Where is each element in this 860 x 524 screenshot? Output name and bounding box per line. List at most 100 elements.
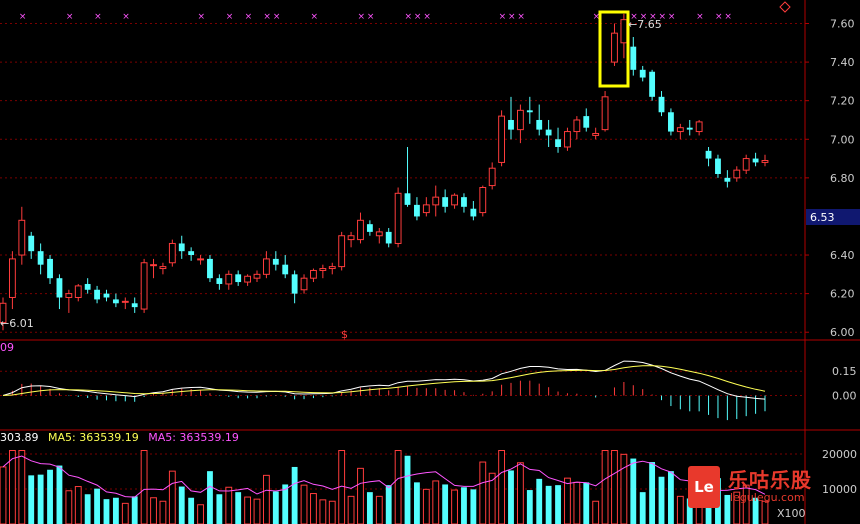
candle-body — [65, 293, 73, 298]
volume-bar — [564, 477, 571, 524]
price-tick-label: 7.20 — [830, 95, 855, 108]
volume-bar — [488, 472, 496, 524]
volume-bar — [555, 485, 561, 524]
candle-body — [84, 283, 91, 290]
candle-body — [573, 119, 581, 133]
candle-body — [639, 69, 646, 78]
candle-body — [168, 242, 176, 264]
candle-body — [357, 219, 364, 241]
candle-body — [310, 269, 317, 279]
volume-bar — [84, 494, 91, 524]
candle-body — [715, 158, 721, 174]
signal-marker: × — [263, 12, 271, 22]
volume-bar — [649, 462, 656, 524]
volume-bar — [658, 476, 665, 524]
volume-bar — [0, 466, 7, 524]
signal-marker: × — [593, 12, 601, 22]
candle-body — [742, 158, 750, 171]
volume-bar — [253, 498, 261, 524]
candle-body — [668, 112, 674, 132]
candle-body — [28, 235, 35, 252]
candle-body — [282, 264, 289, 275]
volume-bar — [216, 494, 223, 524]
volume-bar — [159, 500, 167, 524]
candle-body — [695, 121, 703, 133]
signal-marker: × — [630, 12, 638, 22]
volume-bar — [18, 450, 26, 524]
candle-body — [432, 196, 440, 206]
volume-bar — [357, 467, 364, 524]
candle-body — [47, 258, 53, 279]
signal-marker: × — [414, 12, 422, 22]
price-tick-label: 7.40 — [830, 56, 855, 69]
volume-bar — [310, 493, 317, 524]
candle-body — [508, 119, 514, 130]
diamond-icon[interactable] — [779, 1, 791, 13]
candle-body — [470, 208, 477, 217]
volume-bar — [56, 465, 63, 524]
candle-body — [131, 303, 138, 308]
candle-body — [649, 71, 656, 97]
signal-marker: × — [668, 12, 676, 22]
candle-body — [526, 110, 533, 113]
candle-body — [451, 194, 458, 206]
candle-body — [620, 19, 628, 44]
price-tag-box — [806, 209, 860, 225]
logo-mark: Le — [688, 466, 720, 508]
volume-bar — [121, 502, 129, 524]
volume-bar — [676, 495, 684, 524]
volume-bar — [282, 484, 289, 524]
volume-bar — [131, 496, 138, 524]
candle-body — [630, 46, 637, 70]
candle-body — [555, 139, 561, 147]
candle-body — [583, 116, 590, 128]
signal-marker: × — [273, 12, 281, 22]
candle-body — [338, 235, 346, 268]
volume-bar — [394, 450, 402, 524]
candle-body — [611, 32, 618, 63]
volume-bar — [479, 461, 487, 524]
volume-tick-label: 10000 — [822, 483, 857, 496]
signal-marker: × — [66, 12, 74, 22]
candle-body — [404, 193, 411, 205]
volume-bar — [347, 495, 355, 524]
volume-ma-line — [2, 455, 766, 498]
candle-body — [461, 197, 467, 207]
volume-tick-label: 20000 — [822, 448, 857, 461]
volume-bar — [366, 492, 373, 524]
price-tick-label: 6.80 — [830, 172, 855, 185]
volume-bar — [328, 500, 336, 524]
candle-body — [479, 187, 487, 214]
volume-bar — [573, 481, 581, 524]
signal-marker: × — [724, 12, 732, 22]
candle-body — [328, 266, 336, 270]
macd-tick-label: 0.00 — [832, 390, 857, 403]
logo-text-en: legulegu.com — [730, 491, 805, 504]
volume-bar — [375, 495, 383, 524]
volume-bar — [583, 482, 590, 524]
signal-mark: $ — [341, 328, 348, 341]
signal-marker: × — [122, 12, 130, 22]
signal-marker: × — [94, 12, 102, 22]
candle-body — [536, 119, 543, 130]
volume-bar — [414, 482, 420, 524]
candle-body — [516, 109, 524, 131]
candle-body — [601, 96, 609, 131]
volume-bar — [65, 490, 73, 524]
candle-body — [761, 159, 769, 163]
volume-bar — [272, 491, 279, 524]
candle-body — [159, 266, 167, 270]
macd-label: 09 — [0, 341, 14, 354]
site-logo: Le 乐咕乐股 legulegu.com — [688, 466, 826, 510]
candle-body — [347, 235, 355, 241]
candle-body — [121, 300, 129, 303]
candle-body — [686, 127, 693, 130]
candle-body — [262, 258, 270, 275]
macd-tick-label: 0.15 — [832, 365, 857, 378]
volume-bar — [244, 496, 252, 524]
candle-body — [422, 204, 430, 214]
volume-bar — [442, 484, 449, 524]
signal-marker: × — [508, 12, 516, 22]
signal-marker: × — [649, 12, 657, 22]
volume-bar — [385, 485, 392, 524]
